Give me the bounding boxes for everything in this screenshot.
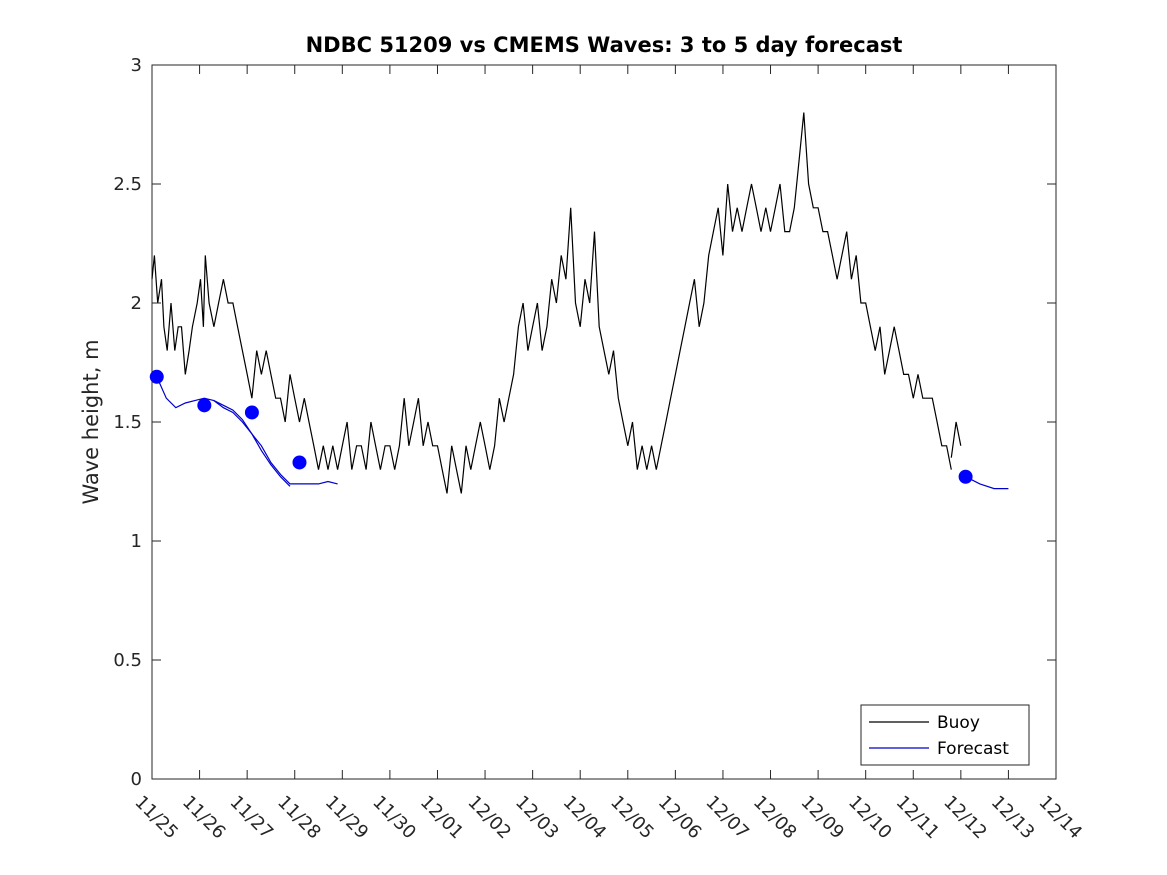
forecast-series-line (965, 476, 1009, 490)
forecast-marker (197, 398, 212, 413)
y-tick-label: 1 (131, 531, 142, 552)
forecast-marker (244, 405, 259, 420)
y-axis-label: Wave height, m (79, 339, 103, 504)
series-layer (149, 112, 1009, 494)
buoy-series-line (151, 112, 952, 494)
y-tick-label: 2.5 (113, 174, 142, 195)
y-tick-label: 3 (131, 55, 142, 76)
y-axis: 0 0.5 1 1.5 2 2.5 3 (113, 55, 1056, 790)
y-tick-label: 0 (131, 769, 142, 790)
legend: Buoy Forecast (860, 704, 1030, 766)
forecast-marker (958, 469, 973, 484)
forecast-marker (149, 369, 164, 384)
y-tick-label: 1.5 (113, 412, 142, 433)
legend-box (860, 704, 1030, 766)
buoy-series-line (950, 421, 962, 458)
y-tick-label: 2 (131, 293, 142, 314)
forecast-marker (292, 455, 307, 470)
legend-label: Buoy (937, 713, 980, 733)
forecast-series-line (213, 400, 291, 487)
plot-area (151, 64, 1057, 780)
chart-title: NDBC 51209 vs CMEMS Waves: 3 to 5 day fo… (306, 33, 903, 57)
legend-label: Forecast (937, 739, 1009, 759)
forecast-series-line (156, 376, 338, 485)
y-tick-label: 0.5 (113, 650, 142, 671)
